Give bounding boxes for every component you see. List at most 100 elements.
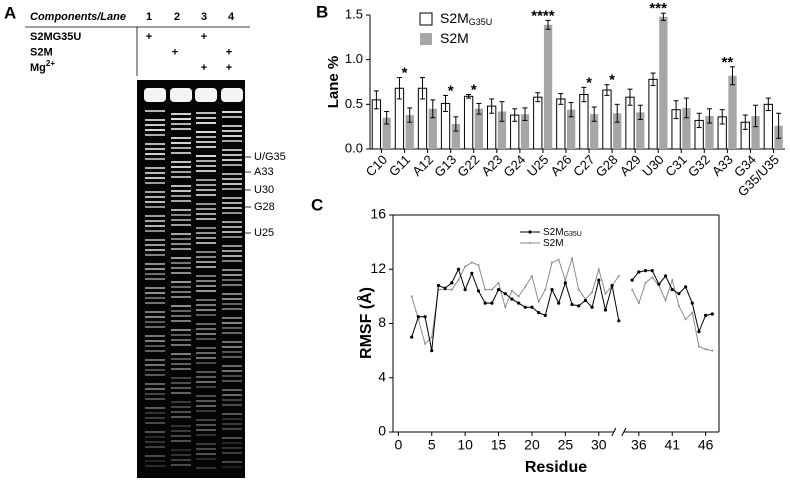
point [671, 279, 674, 282]
gel-band [222, 221, 242, 223]
significance: * [586, 74, 592, 91]
gel-band [196, 189, 216, 191]
error-bar [476, 102, 482, 115]
bar [705, 115, 714, 149]
cell-mark: + [201, 31, 207, 43]
gel-band [171, 248, 191, 250]
point [563, 281, 567, 285]
gel-band [145, 460, 165, 462]
point [617, 319, 621, 323]
text-part: S2M [543, 227, 564, 238]
gel-band [145, 143, 165, 145]
point [550, 287, 554, 292]
gel-band [171, 267, 191, 269]
gel-band [145, 167, 165, 169]
error-bar [568, 102, 574, 118]
point [564, 279, 567, 282]
point [697, 330, 701, 334]
error-bar [466, 94, 472, 99]
x-tick-label: G13 [431, 152, 459, 180]
gel-band [145, 393, 165, 395]
point [537, 311, 541, 315]
y-tick-label: 0.5 [345, 96, 363, 111]
gel-band [145, 273, 165, 275]
gel-band [145, 158, 165, 160]
gel-band [171, 152, 191, 154]
gel-band [196, 410, 216, 412]
gel-band [145, 278, 165, 280]
gel-band [196, 362, 216, 364]
gel-band [196, 405, 216, 407]
gel-band [196, 213, 216, 215]
point [637, 270, 641, 274]
x-tick-label: A23 [478, 152, 505, 179]
error-bar [650, 72, 656, 87]
point [470, 271, 474, 275]
bar [428, 108, 437, 149]
gel-band [171, 123, 191, 125]
lane-number: 3 [201, 11, 207, 23]
point [664, 299, 667, 302]
x-tick-label: A29 [617, 152, 644, 179]
gel-band [171, 358, 191, 360]
gel-band [196, 136, 216, 138]
x-tick-label: C31 [662, 152, 689, 179]
bar [543, 24, 553, 149]
y-tick-label: 1.5 [345, 6, 363, 21]
gel-band [145, 455, 165, 457]
gel-band [145, 297, 165, 299]
gel-band [196, 141, 216, 143]
text-part: S2M [440, 10, 469, 26]
gel-band [145, 388, 165, 390]
band-label: U/G35 [254, 151, 286, 163]
error-bar [512, 108, 518, 122]
gel-band [222, 466, 242, 468]
point [704, 313, 708, 317]
y-tick-label: 1.0 [345, 51, 363, 66]
gel-band [196, 395, 216, 397]
gel-band [222, 317, 242, 319]
point [631, 288, 634, 291]
gel-band [145, 321, 165, 323]
gel-band [145, 153, 165, 155]
point [630, 278, 634, 282]
gel-band [171, 401, 191, 403]
gel-band [145, 254, 165, 256]
gel-band [196, 467, 216, 469]
gel-band [196, 458, 216, 460]
error-bar [719, 109, 725, 125]
point [577, 288, 580, 291]
bar [497, 111, 507, 149]
point [490, 288, 493, 291]
gel-band [145, 110, 165, 112]
error-bar [683, 97, 689, 119]
bar [520, 114, 530, 149]
point [677, 292, 681, 296]
gel-band [171, 147, 191, 149]
bar [556, 98, 566, 150]
gel-band [171, 411, 191, 413]
gel-band [196, 275, 216, 277]
gel-band [171, 185, 191, 187]
gel-band [171, 387, 191, 389]
point [410, 335, 414, 339]
error-bar [627, 88, 633, 106]
gel-band [145, 311, 165, 313]
point [523, 305, 527, 309]
gel-band [222, 437, 242, 439]
gel-band [145, 431, 165, 433]
y-tick-label: 8 [378, 314, 386, 330]
gel-band [171, 416, 191, 418]
point [597, 268, 600, 271]
point [577, 304, 581, 308]
band-label: A33 [254, 166, 274, 178]
gel-band [145, 398, 165, 400]
gel-band [222, 255, 242, 257]
gel-band [196, 347, 216, 349]
band-label: U25 [254, 227, 274, 239]
gel-band [145, 302, 165, 304]
point [683, 285, 688, 289]
gel-band [222, 399, 242, 401]
x-tick-label: 25 [558, 437, 574, 453]
gel-band [196, 386, 216, 388]
